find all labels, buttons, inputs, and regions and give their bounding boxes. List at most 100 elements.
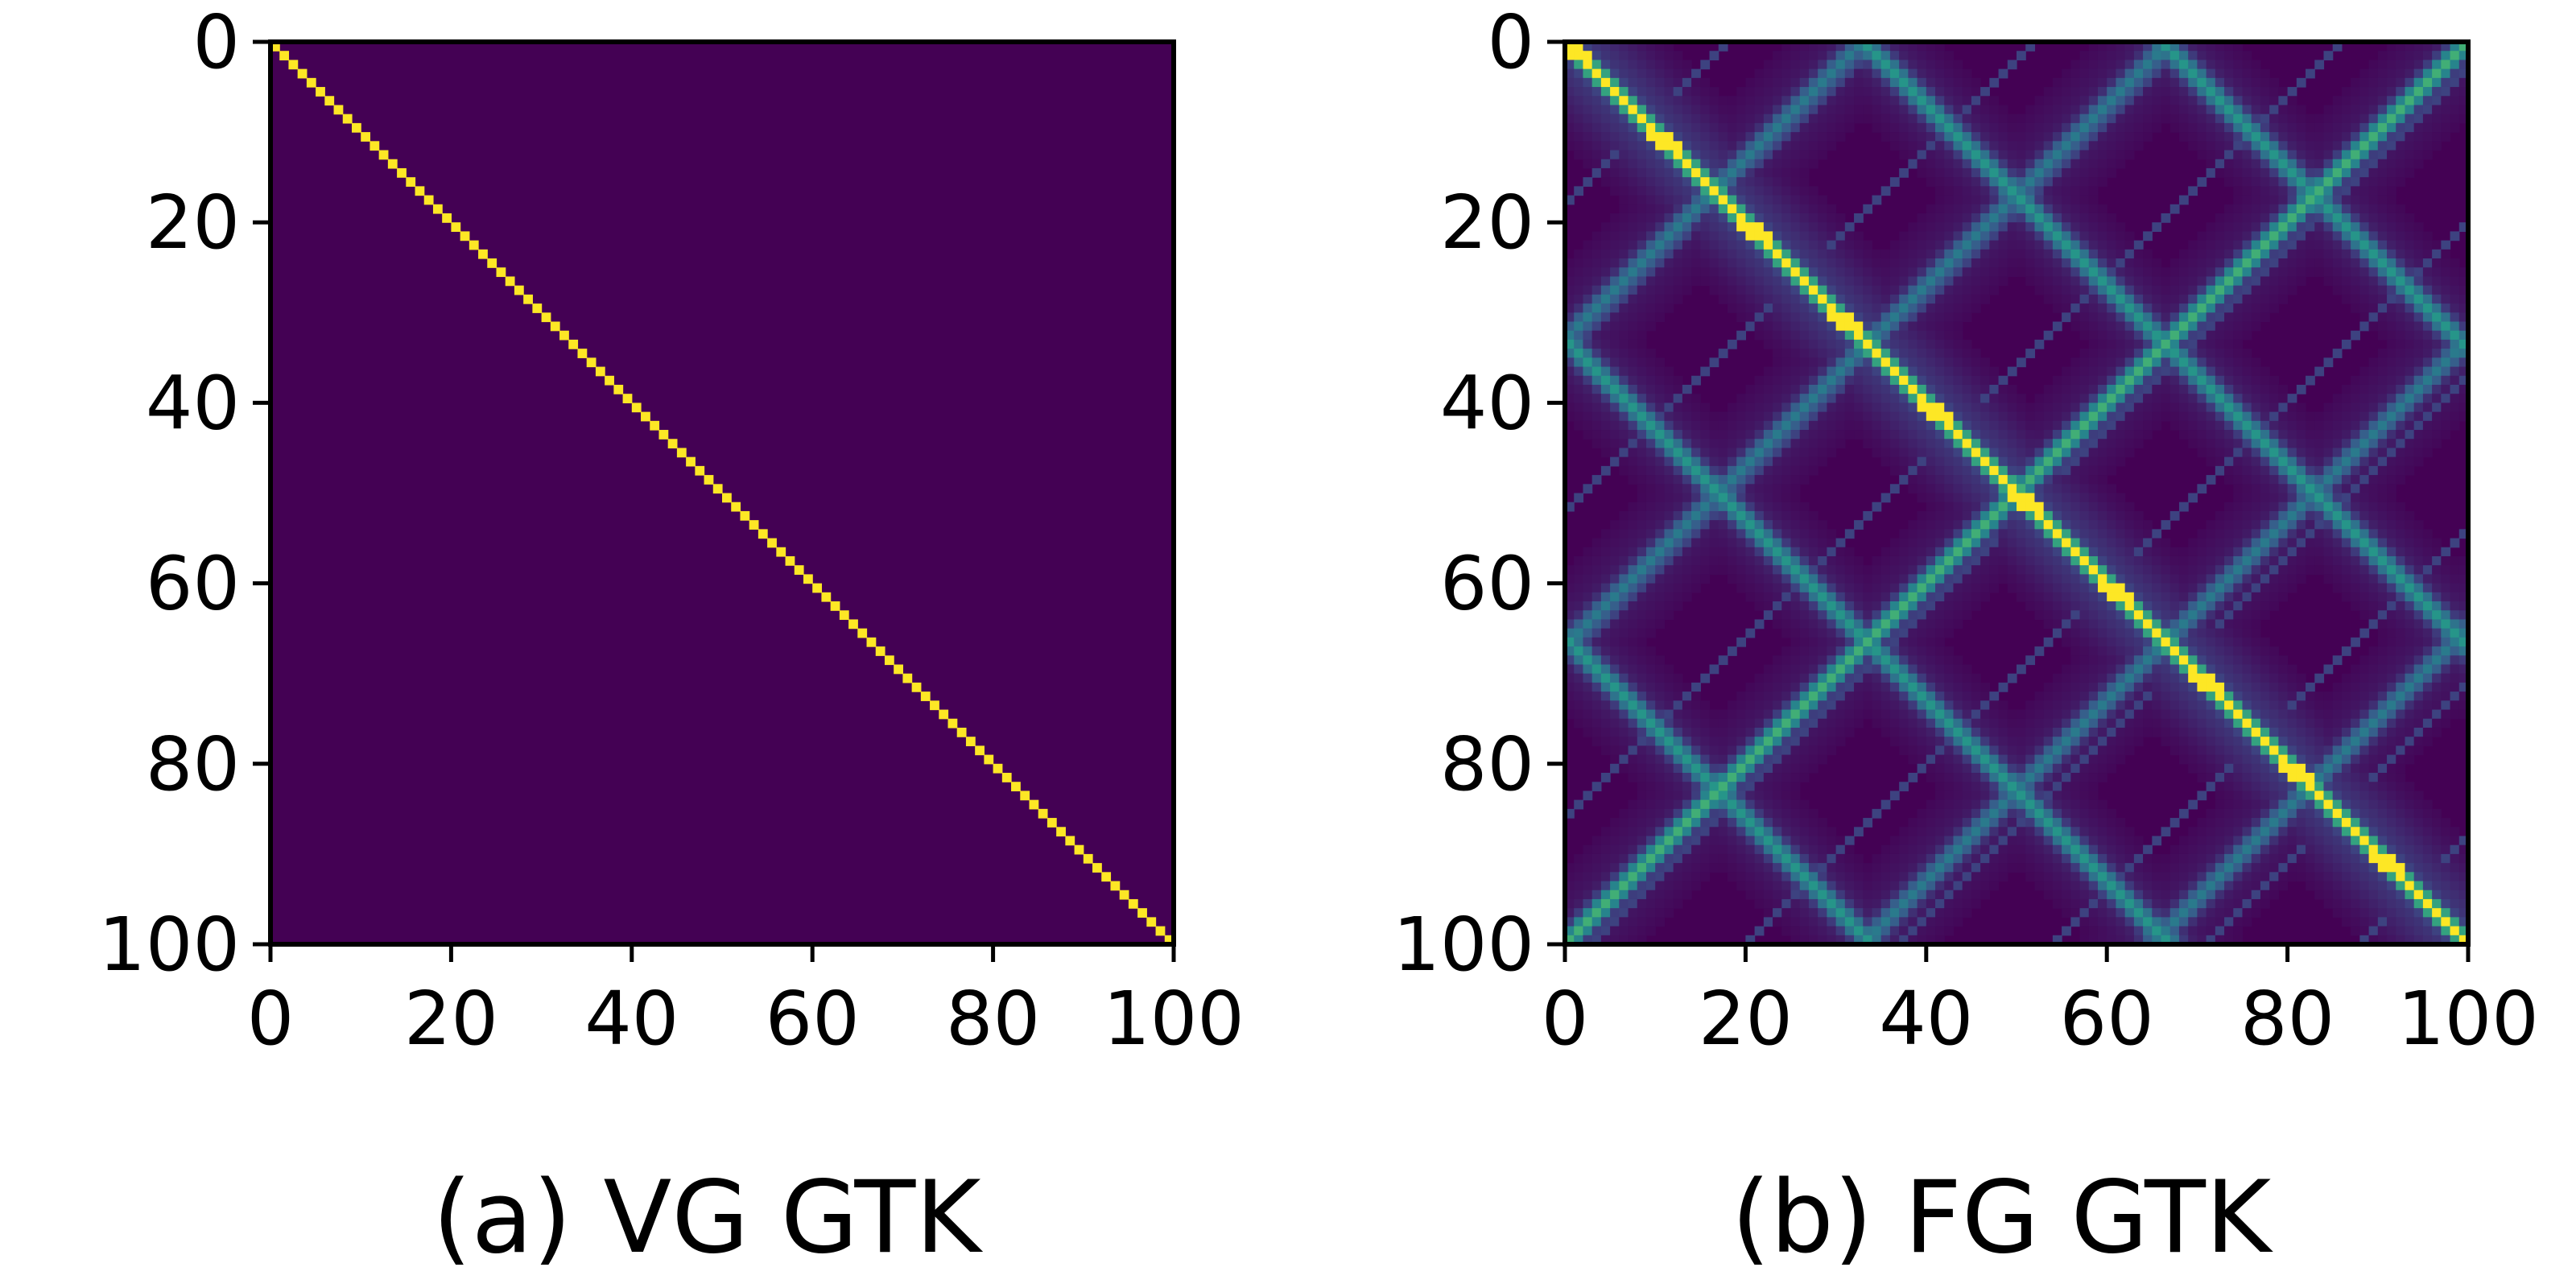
heatmap-cell [1628,394,1638,403]
heatmap-cell [2062,375,2071,386]
heatmap-cell [2450,339,2460,349]
heatmap-cell [2025,42,2036,52]
heatmap-cell [1863,285,1873,295]
heatmap-cell [1935,222,1945,233]
heatmap-cell [1718,294,1728,304]
heatmap-cell [2387,150,2396,160]
heatmap-cell [2278,411,2289,422]
heatmap-cell [2296,222,2306,233]
heatmap-cell [2143,42,2153,52]
heatmap-cell [2323,484,2334,494]
heatmap-cell [1038,808,1048,819]
heatmap-cell [1600,167,1611,178]
heatmap-cell [1908,267,1918,278]
heatmap-cell [1790,411,1801,422]
heatmap-cell [2359,68,2370,79]
heatmap-cell [1600,448,1611,458]
heatmap-cell [2233,294,2244,304]
heatmap-cell [1691,167,1701,178]
heatmap-cell [1944,402,1955,413]
heatmap-cell [1889,375,1900,386]
heatmap-cell [1645,402,1656,413]
heatmap-cell [1600,547,1611,557]
heatmap-cell [2458,96,2469,106]
heatmap-cell [1971,520,1981,530]
heatmap-cell [2458,529,2469,539]
heatmap-cell [1899,96,1909,106]
heatmap-cell [2034,565,2045,575]
heatmap-cell [1790,420,1801,431]
heatmap-cell [2351,439,2360,449]
heatmap-cell [2251,167,2261,178]
heatmap-cell [2359,475,2370,485]
heatmap-cell [2323,510,2334,521]
heatmap-cell [1628,294,1638,304]
heatmap-cell [1700,77,1711,88]
heatmap-cell [2124,312,2135,323]
heatmap-cell [1790,204,1801,214]
heatmap-cell [1989,204,2000,214]
heatmap-cell [1971,258,1981,268]
heatmap-cell [2007,213,2017,223]
heatmap-cell [2396,394,2406,403]
heatmap-cell [2341,430,2351,440]
heatmap-cell [2387,249,2396,259]
heatmap-cell [2296,267,2306,278]
heatmap-cell [1691,114,1701,124]
heatmap-cell [2206,159,2216,169]
heatmap-cell [2107,159,2117,169]
heatmap-cell [2007,394,2017,403]
heatmap-cell [2206,249,2216,259]
heatmap-cell [2034,402,2045,413]
heatmap-cell [1980,574,1990,584]
heatmap-cell [2007,502,2017,512]
heatmap-cell [1736,402,1746,413]
heatmap-cell [1736,258,1746,268]
heatmap-cell [1908,122,1918,133]
heatmap-cell [2079,456,2090,467]
heatmap-cell [2368,375,2379,386]
heatmap-cell [1664,555,1674,566]
heatmap-cell [1745,538,1756,548]
heatmap-cell [2107,276,2117,287]
heatmap-cell [1655,222,1666,233]
heatmap-cell [2088,114,2099,124]
heatmap-cell [2206,240,2216,250]
heatmap-cell [1818,520,1827,530]
heatmap-cell [2206,384,2216,394]
heatmap-cell [2306,177,2315,187]
heatmap-cell [1790,167,1801,178]
heatmap-cell [2332,186,2343,196]
heatmap-cell [1962,529,1972,539]
heatmap-cell [2377,448,2388,458]
heatmap-cell [2124,77,2135,88]
heatmap-cell [1827,384,1837,394]
heatmap-cell [2351,204,2360,214]
heatmap-cell [1691,96,1701,106]
heatmap-cell [2287,538,2297,548]
heatmap-cell [2405,465,2415,476]
heatmap-cell [1944,547,1955,557]
heatmap-cell [2215,132,2225,142]
heatmap-cell [1962,222,1972,233]
heatmap-cell [2359,538,2370,548]
heatmap-cell [1880,456,1891,467]
heatmap-cell [2323,114,2334,124]
heatmap-cell [2341,114,2351,124]
heatmap-cell [2323,122,2334,133]
heatmap-cell [2432,87,2442,97]
heatmap-cell [2107,122,2117,133]
heatmap-cell [2133,357,2144,368]
heatmap-cell [1899,285,1909,295]
heatmap-cell [2422,394,2433,403]
heatmap-cell [939,709,949,720]
heatmap-cell [2251,475,2261,485]
heatmap-cell [1818,420,1827,431]
heatmap-cell [1980,484,1990,494]
heatmap-cell [1736,213,1746,223]
heatmap-cell [2377,349,2388,358]
heatmap-cell [2188,538,2198,548]
heatmap-cell [2169,547,2180,557]
heatmap-cell [1781,402,1792,413]
heatmap-cell [1781,366,1792,377]
